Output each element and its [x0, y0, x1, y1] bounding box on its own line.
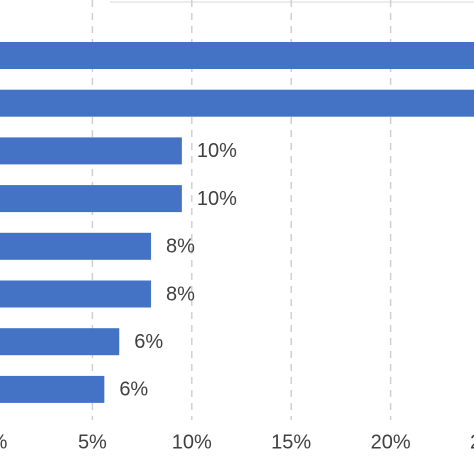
bar [0, 328, 120, 356]
bar [0, 280, 152, 308]
value-label: 10% [197, 140, 237, 162]
bar [0, 42, 474, 69]
bar [0, 89, 474, 117]
x-tick-label: 5% [78, 431, 107, 453]
x-tick-label: 15% [271, 431, 311, 453]
bar [0, 137, 182, 165]
x-tick-label: 0% [0, 431, 8, 453]
value-label: 8% [166, 236, 195, 258]
bar [0, 232, 152, 260]
bar [0, 375, 105, 403]
value-label: 8% [166, 283, 195, 305]
value-label: 10% [197, 188, 237, 210]
x-tick-label: 10% [172, 431, 212, 453]
bar [0, 185, 182, 213]
x-tick-label: 25% [470, 431, 474, 453]
x-tick-label: 20% [371, 431, 411, 453]
value-label: 6% [119, 379, 148, 401]
value-label: 6% [134, 331, 163, 353]
